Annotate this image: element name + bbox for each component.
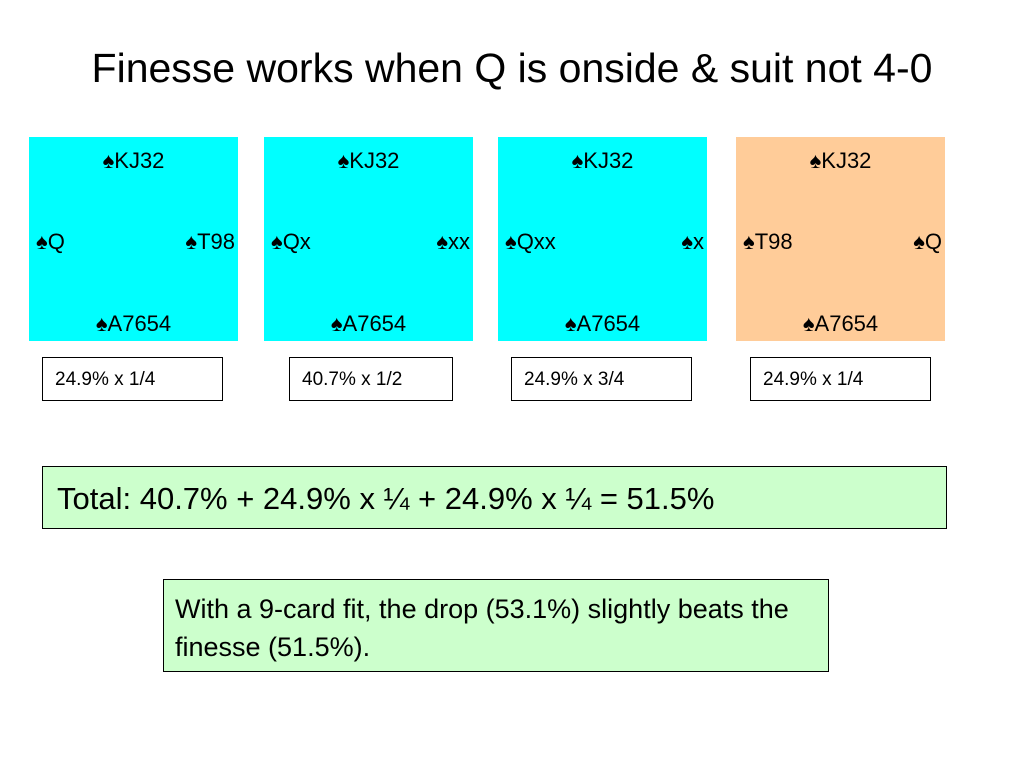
hand-diagram-1: ♠KJ32 ♠Q ♠T98 ♠A7654: [29, 137, 238, 341]
north-holding: ♠KJ32: [571, 148, 634, 173]
probability-box-4: 24.9% x 1/4: [750, 357, 931, 401]
east-holding: ♠T98: [185, 229, 235, 254]
south-holding: ♠A7654: [330, 311, 407, 336]
slide-title: Finesse works when Q is onside & suit no…: [91, 45, 933, 91]
north-holding: ♠KJ32: [809, 148, 872, 173]
south-holding: ♠A7654: [564, 311, 641, 336]
north-holding: ♠KJ32: [337, 148, 400, 173]
hand-diagram-3: ♠KJ32 ♠Qxx ♠x ♠A7654: [498, 137, 707, 341]
east-holding: ♠x: [681, 229, 704, 254]
west-holding: ♠Qx: [271, 229, 311, 254]
probability-box-2: 40.7% x 1/2: [289, 357, 453, 401]
west-holding: ♠Qxx: [505, 229, 556, 254]
east-holding: ♠Q: [913, 229, 942, 254]
north-holding: ♠KJ32: [102, 148, 165, 173]
south-holding: ♠A7654: [95, 311, 172, 336]
probability-box-1: 24.9% x 1/4: [42, 357, 223, 401]
total-formula: Total: 40.7% + 24.9% x ¼ + 24.9% x ¼ = 5…: [42, 466, 947, 529]
south-holding: ♠A7654: [802, 311, 879, 336]
west-holding: ♠T98: [743, 229, 793, 254]
hand-diagram-2: ♠KJ32 ♠Qx ♠xx ♠A7654: [264, 137, 473, 341]
probability-box-3: 24.9% x 3/4: [511, 357, 692, 401]
conclusion-note: With a 9-card fit, the drop (53.1%) slig…: [163, 579, 829, 672]
west-holding: ♠Q: [36, 229, 65, 254]
hand-diagram-4: ♠KJ32 ♠T98 ♠Q ♠A7654: [736, 137, 945, 341]
east-holding: ♠xx: [436, 229, 470, 254]
